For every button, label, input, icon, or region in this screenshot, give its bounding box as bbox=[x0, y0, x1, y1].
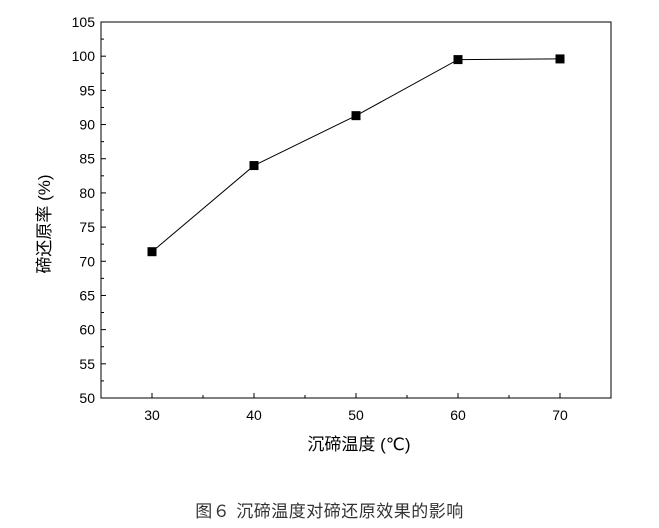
y-tick-label: 55 bbox=[79, 356, 95, 372]
y-axis-label: 碲还原率 (%) bbox=[35, 174, 54, 273]
y-tick-label: 80 bbox=[79, 185, 95, 201]
y-tick-label: 85 bbox=[79, 151, 95, 167]
x-tick-label: 70 bbox=[552, 407, 568, 423]
x-tick-label: 50 bbox=[348, 407, 364, 423]
figure-caption: 图６ 沉碲温度对碲还原效果的影响 bbox=[195, 502, 464, 522]
y-tick-label: 70 bbox=[79, 253, 95, 269]
x-axis-ticks: 30 40 50 60 70 bbox=[100, 393, 612, 423]
x-tick-label: 60 bbox=[450, 407, 466, 423]
data-point bbox=[555, 54, 565, 64]
line-chart: 50 55 60 65 70 75 80 85 90 95 100 105 30 40 50 60 70 碲还… bbox=[35, 14, 612, 454]
y-tick-label: 60 bbox=[79, 322, 95, 338]
data-point bbox=[249, 161, 259, 171]
data-point bbox=[351, 111, 361, 121]
y-axis-ticks: 50 55 60 65 70 75 80 85 90 95 100 105 bbox=[72, 14, 106, 406]
x-axis-label: 沉碲温度 (℃) bbox=[307, 435, 410, 454]
data-point bbox=[147, 247, 157, 257]
y-tick-label: 75 bbox=[79, 219, 95, 235]
data-point bbox=[453, 55, 463, 65]
y-tick-label: 50 bbox=[79, 390, 95, 406]
x-tick-label: 40 bbox=[246, 407, 262, 423]
series-line bbox=[151, 58, 561, 253]
data-series bbox=[147, 54, 565, 257]
x-tick-label: 30 bbox=[144, 407, 160, 423]
y-tick-label: 90 bbox=[79, 117, 95, 133]
y-tick-label: 95 bbox=[79, 82, 95, 98]
plot-frame bbox=[100, 21, 612, 399]
y-tick-label: 105 bbox=[72, 14, 96, 30]
y-tick-label: 65 bbox=[79, 287, 95, 303]
y-tick-label: 100 bbox=[72, 48, 96, 64]
